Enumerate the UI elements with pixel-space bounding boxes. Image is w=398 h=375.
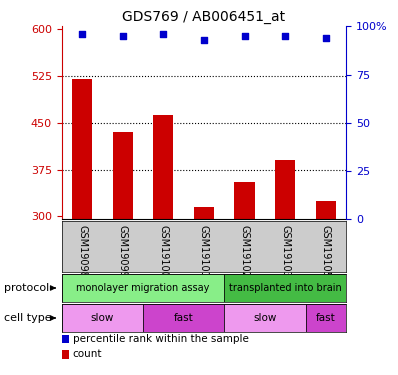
Text: count: count: [73, 350, 102, 359]
Bar: [194, 207, 214, 219]
Text: transplanted into brain: transplanted into brain: [229, 283, 341, 293]
Text: GSM19099: GSM19099: [118, 225, 128, 278]
Text: fast: fast: [174, 313, 193, 323]
Bar: [72, 79, 92, 219]
Text: percentile rank within the sample: percentile rank within the sample: [73, 334, 249, 344]
Point: [79, 31, 85, 37]
Bar: [62, 304, 143, 332]
Bar: [113, 132, 133, 219]
Title: GDS769 / AB006451_at: GDS769 / AB006451_at: [123, 10, 285, 24]
Bar: [62, 274, 224, 302]
Bar: [234, 182, 255, 219]
Point: [282, 33, 289, 39]
Text: slow: slow: [253, 313, 277, 323]
Text: GSM19098: GSM19098: [77, 225, 87, 278]
Bar: [224, 304, 306, 332]
Text: GSM19101: GSM19101: [199, 225, 209, 278]
Bar: [306, 304, 346, 332]
Text: GSM19102: GSM19102: [240, 225, 250, 278]
Bar: [224, 274, 346, 302]
Bar: [143, 304, 224, 332]
Text: protocol: protocol: [4, 283, 49, 293]
Text: GSM19105: GSM19105: [321, 225, 331, 278]
Text: monolayer migration assay: monolayer migration assay: [76, 283, 210, 293]
Bar: [153, 116, 174, 219]
Point: [119, 33, 126, 39]
Point: [160, 31, 166, 37]
Text: fast: fast: [316, 313, 336, 323]
Point: [201, 37, 207, 43]
Text: GSM19103: GSM19103: [280, 225, 290, 278]
Bar: [275, 160, 295, 219]
Bar: [316, 201, 336, 219]
Text: GSM19100: GSM19100: [158, 225, 168, 278]
Point: [323, 35, 329, 41]
Point: [242, 33, 248, 39]
Text: slow: slow: [91, 313, 114, 323]
Text: cell type: cell type: [4, 313, 52, 323]
